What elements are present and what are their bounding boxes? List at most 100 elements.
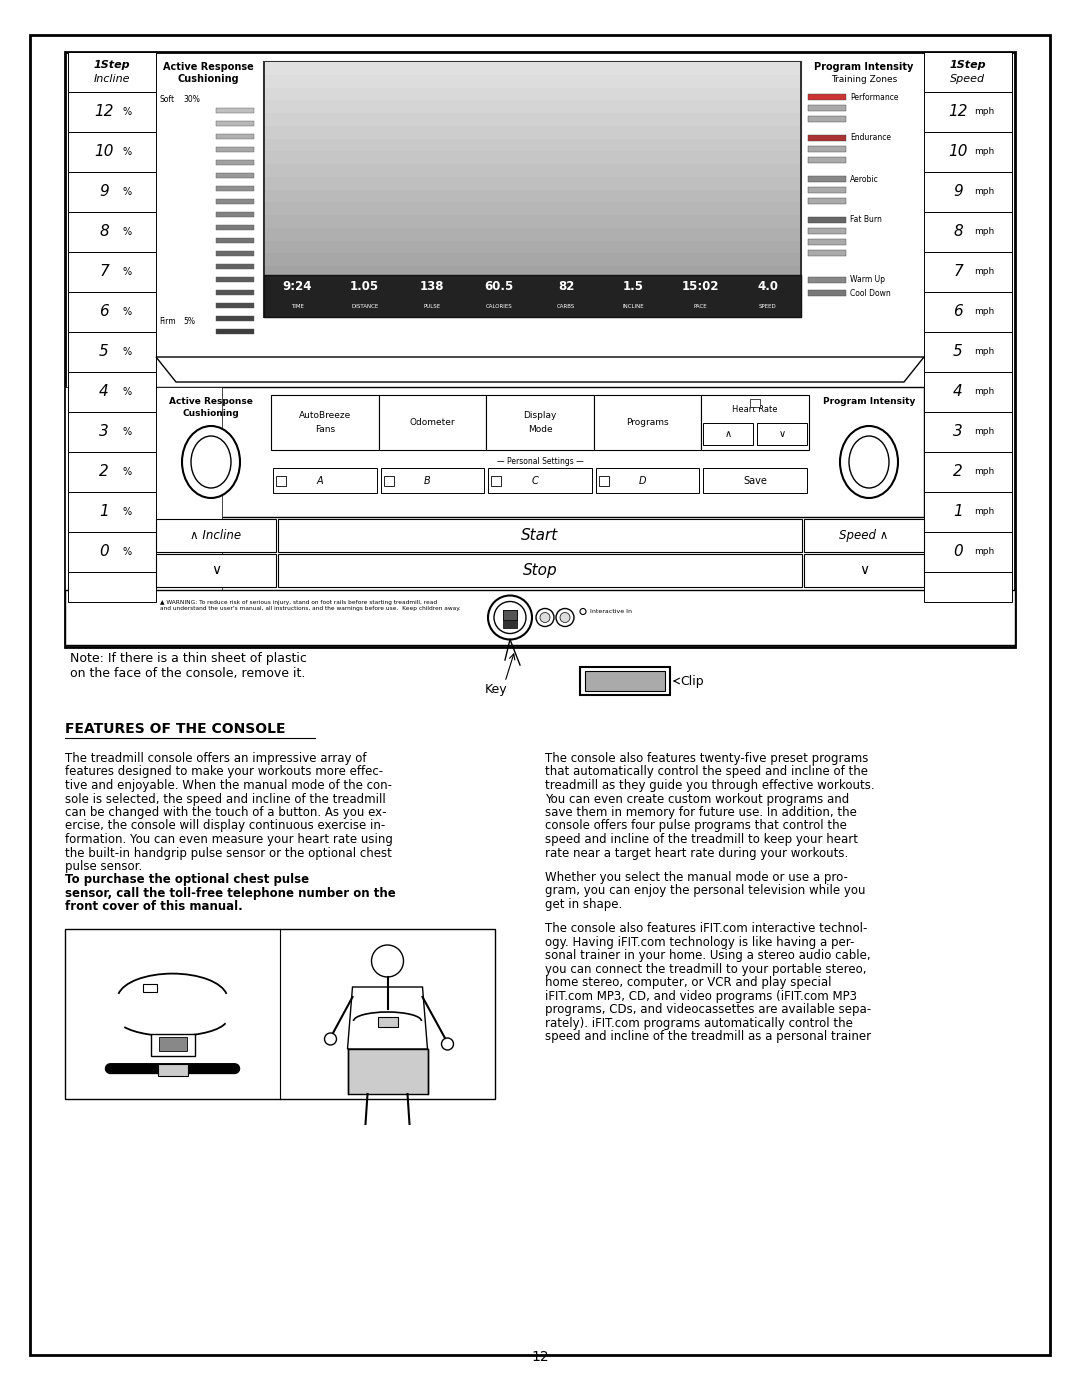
Text: Warm Up: Warm Up [850,275,885,285]
Text: 7: 7 [99,264,109,279]
Text: %: % [122,548,132,557]
Text: 4: 4 [99,384,109,400]
Ellipse shape [840,426,897,497]
Text: 6: 6 [99,305,109,320]
Text: Note: If there is a thin sheet of plastic
on the face of the console, remove it.: Note: If there is a thin sheet of plasti… [70,652,307,680]
Bar [216,212,254,217]
Bar [68,92,156,131]
Bar [383,475,393,486]
Text: 0: 0 [954,545,963,560]
Text: home stereo, computer, or VCR and play special: home stereo, computer, or VCR and play s… [545,977,832,989]
Bar [216,147,254,152]
Bar [216,251,254,256]
Bar [65,590,1015,645]
Bar [216,134,254,138]
Bar [265,228,800,242]
Bar [348,1049,428,1094]
Ellipse shape [183,426,240,497]
Bar [804,555,924,587]
Bar [216,186,254,191]
Bar [808,277,846,284]
Text: %: % [122,226,132,237]
Bar [265,305,800,319]
Text: gram, you can enjoy the personal television while you: gram, you can enjoy the personal televis… [545,884,865,897]
Text: mph: mph [974,228,994,236]
Bar [265,177,800,190]
Text: A: A [316,475,323,486]
Bar [265,75,800,88]
Bar [596,468,700,493]
Bar [216,316,254,321]
Bar [68,412,156,453]
Bar [278,520,802,552]
Bar [216,330,254,334]
Text: features designed to make your workouts more effec-: features designed to make your workouts … [65,766,383,778]
Text: Clip: Clip [680,675,704,687]
Text: console offers four pulse programs that control the: console offers four pulse programs that … [545,820,847,833]
Bar [68,212,156,251]
Text: %: % [122,267,132,277]
Bar [150,1034,194,1056]
Text: You can even create custom workout programs and: You can even create custom workout progr… [545,792,849,806]
Text: %: % [122,147,132,156]
Text: 82: 82 [558,281,575,293]
Ellipse shape [849,436,889,488]
Text: 5: 5 [99,345,109,359]
Bar [265,163,800,177]
Text: 1Step: 1Step [949,60,986,70]
Text: sonal trainer in your home. Using a stereo audio cable,: sonal trainer in your home. Using a ster… [545,949,870,963]
Bar [273,468,377,493]
Text: Save: Save [743,475,767,486]
Bar [808,291,846,296]
Polygon shape [156,358,924,381]
Text: ∨: ∨ [859,563,869,577]
Bar [65,52,1015,647]
Text: Cushioning: Cushioning [183,408,240,418]
Text: mph: mph [974,307,994,317]
Bar [156,387,924,517]
Text: get in shape.: get in shape. [545,898,622,911]
Bar [265,126,800,140]
Bar [585,671,665,692]
Circle shape [442,1038,454,1051]
Bar [264,275,801,317]
Text: 30%: 30% [183,95,200,105]
Bar [65,387,222,608]
Text: speed and incline of the treadmill as a personal trainer: speed and incline of the treadmill as a … [545,1030,872,1044]
Text: save them in memory for future use. In addition, the: save them in memory for future use. In a… [545,806,856,819]
Text: mph: mph [974,108,994,116]
Text: speed and incline of the treadmill to keep your heart: speed and incline of the treadmill to ke… [545,833,858,847]
Bar [808,147,846,152]
Bar [276,475,286,486]
Bar [68,332,156,372]
Text: 1Step: 1Step [94,60,131,70]
Text: INCLINE: INCLINE [622,305,644,310]
Text: %: % [122,187,132,197]
Circle shape [488,595,532,640]
Text: 9: 9 [954,184,963,200]
Text: 5: 5 [954,345,963,359]
Bar [265,151,800,165]
Bar [265,61,800,75]
Bar [265,240,800,254]
Bar [216,108,254,113]
Bar [808,187,846,193]
Text: 138: 138 [419,281,444,293]
Bar [216,303,254,307]
Bar [265,88,800,101]
Text: 60.5: 60.5 [484,281,514,293]
Bar [216,291,254,295]
Text: DISTANCE: DISTANCE [351,305,378,310]
Bar [68,172,156,212]
Text: Program Intensity: Program Intensity [814,61,914,73]
Text: PULSE: PULSE [423,305,441,310]
Text: 9:24: 9:24 [283,281,312,293]
Text: ∧ Incline: ∧ Incline [190,529,242,542]
Bar [924,131,1012,172]
Bar [216,264,254,270]
Text: 10: 10 [948,144,968,159]
Text: 4: 4 [954,384,963,400]
Text: The console also features iFIT.com interactive technol-: The console also features iFIT.com inter… [545,922,867,935]
Bar [808,156,846,163]
Text: mph: mph [974,548,994,556]
